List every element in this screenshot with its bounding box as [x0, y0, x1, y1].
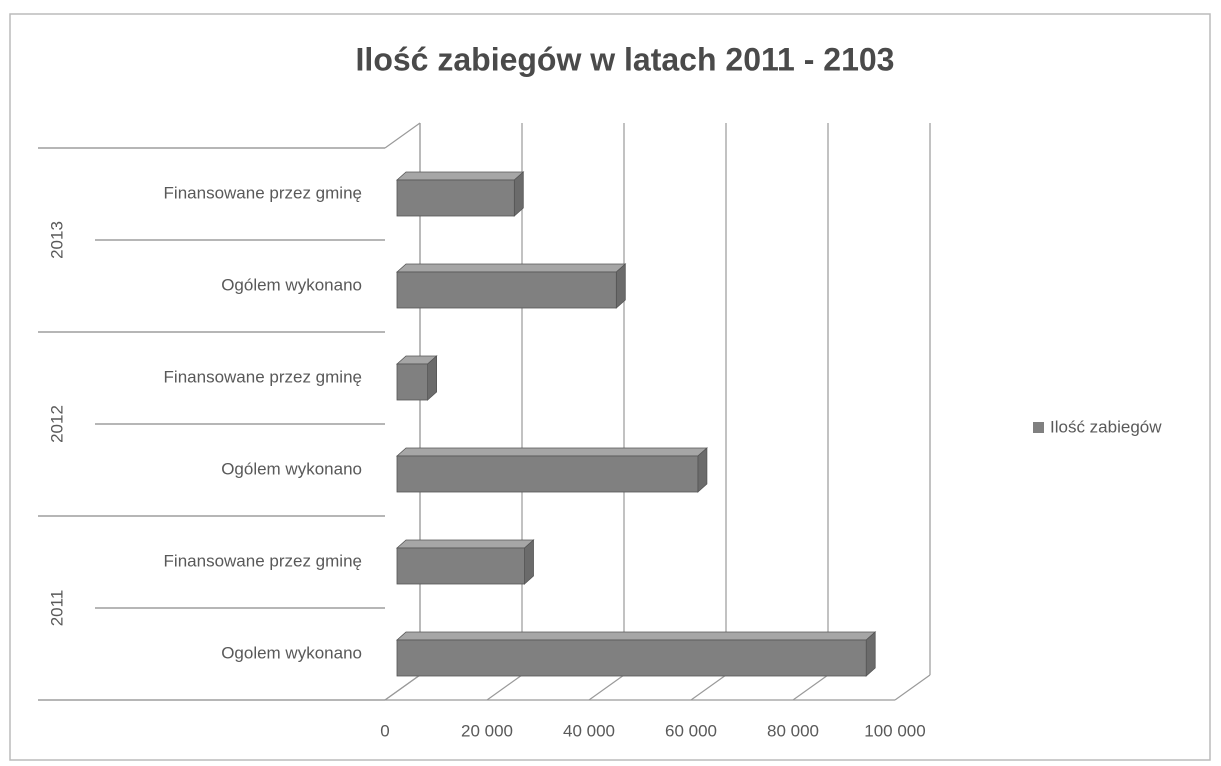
- category-label: Finansowane przez gminę: [164, 183, 362, 202]
- bar-side: [615, 263, 626, 309]
- category-label: Ogólem wykonano: [221, 275, 362, 294]
- side-wall-top: [384, 122, 421, 149]
- grid-line: [690, 674, 727, 701]
- bar: [396, 547, 525, 585]
- x-tick-label: 20 000: [461, 721, 513, 740]
- group-label: 2013: [47, 221, 66, 259]
- group-label: 2011: [47, 590, 66, 627]
- grid-line: [588, 674, 625, 701]
- legend-label: Ilość zabiegów: [1050, 417, 1162, 436]
- bar-top: [395, 539, 535, 549]
- category-label: Finansowane przez gminę: [164, 551, 362, 570]
- chart-title: Ilość zabiegów w latach 2011 - 2103: [356, 41, 895, 77]
- grid-line: [792, 674, 829, 701]
- bar-top: [395, 631, 877, 641]
- bar-side: [865, 631, 876, 677]
- bar: [396, 363, 429, 401]
- bar: [396, 271, 617, 309]
- group-label: 2012: [47, 405, 66, 443]
- bar-side: [697, 447, 708, 493]
- x-tick-label: 40 000: [563, 721, 615, 740]
- category-label: Finansowane przez gminę: [164, 367, 362, 386]
- bar-side: [513, 171, 524, 217]
- bar-side: [524, 539, 534, 585]
- x-tick-label: 80 000: [767, 721, 819, 740]
- grid-line: [486, 674, 523, 701]
- bar: [396, 179, 515, 217]
- chart-border: [9, 13, 1211, 761]
- x-tick-label: 100 000: [864, 721, 925, 740]
- category-label: Ogolem wykonano: [221, 643, 362, 662]
- grid-line: [384, 674, 421, 701]
- bar-side: [427, 355, 438, 401]
- bar-top: [395, 447, 708, 457]
- bar: [396, 455, 699, 493]
- x-tick-label: 0: [380, 721, 389, 740]
- x-tick-label: 60 000: [665, 721, 717, 740]
- category-label: Ogólem wykonano: [221, 459, 362, 478]
- bar-top: [395, 171, 525, 181]
- bar: [396, 639, 867, 677]
- legend-swatch: [1033, 422, 1044, 433]
- bar-top: [395, 263, 627, 273]
- grid-line: [894, 674, 931, 701]
